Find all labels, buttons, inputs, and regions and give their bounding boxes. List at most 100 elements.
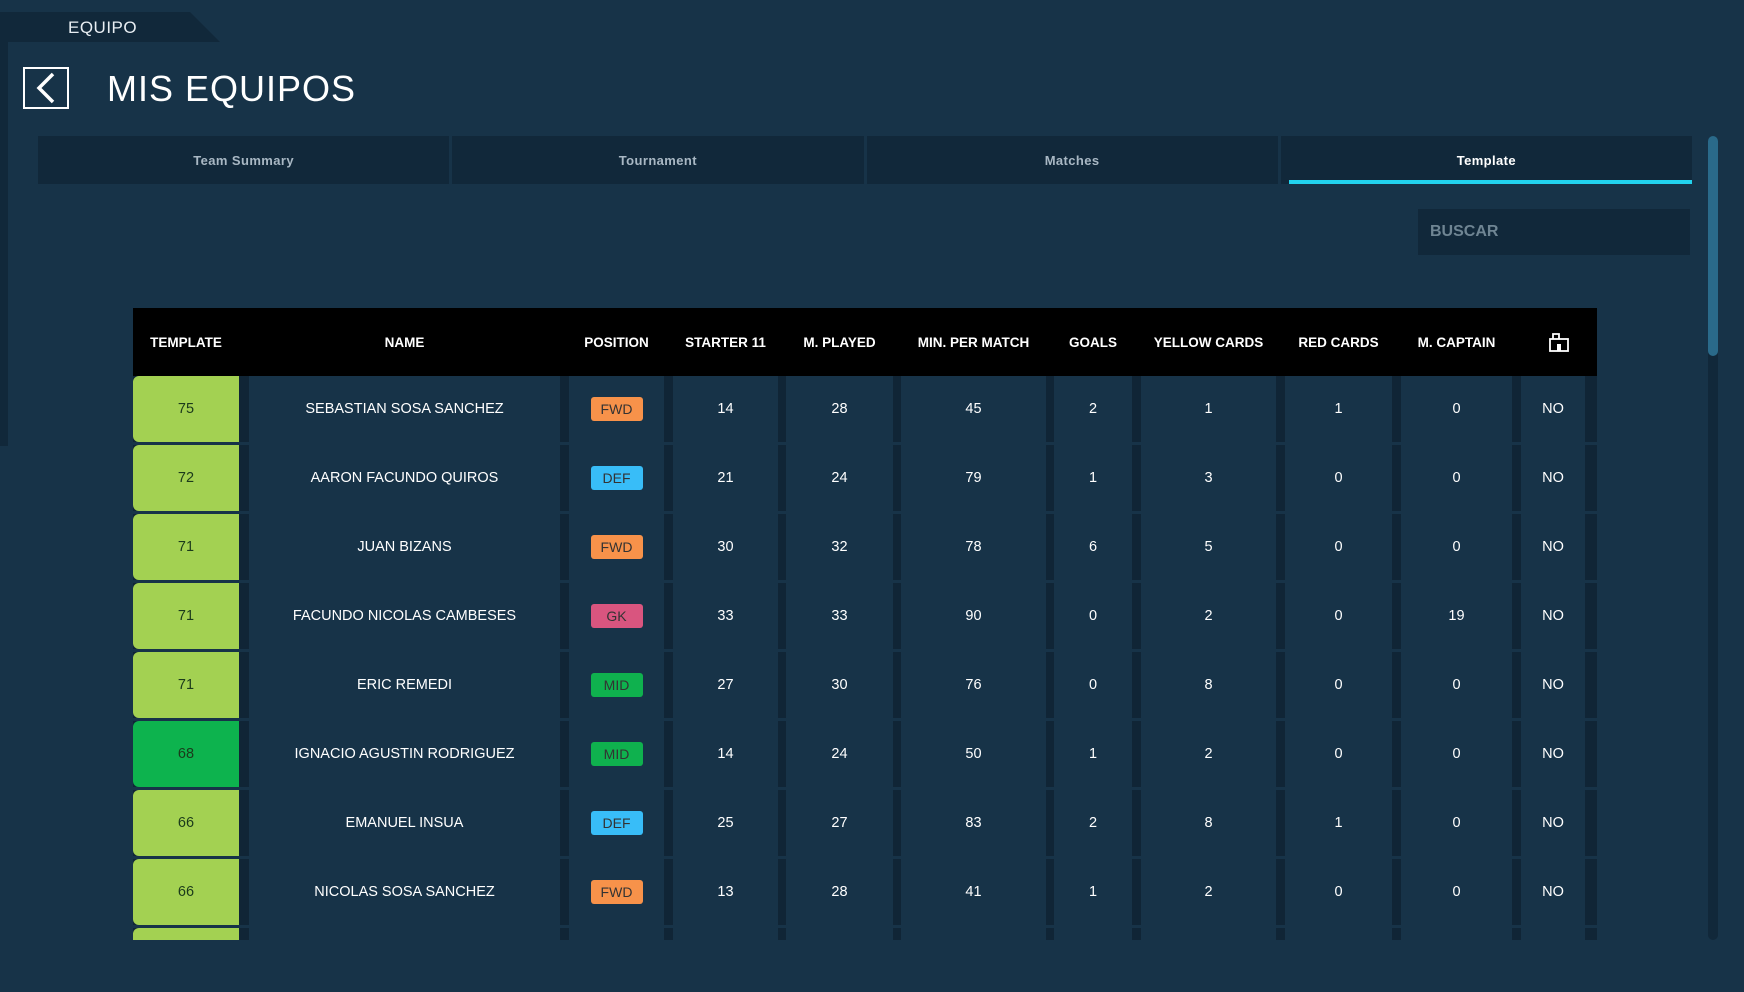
table-row[interactable]: 72 AARON FACUNDO QUIROS DEF 21 24 79 1 3 0 0 NO <box>133 445 1597 511</box>
cell-goals: 2 <box>1054 376 1132 442</box>
cell-last: NO <box>1521 652 1585 718</box>
cell-name: SEBASTIAN SOSA SANCHEZ <box>249 376 560 442</box>
cell-template: 71 <box>133 514 239 580</box>
cell-min-per-match: 76 <box>901 652 1046 718</box>
tab-team-summary[interactable]: Team Summary <box>38 136 450 184</box>
cell-name: EMANUEL INSUA <box>249 790 560 856</box>
cell-red-cards: 0 <box>1285 583 1392 649</box>
header-goals[interactable]: GOALS <box>1068 334 1117 350</box>
cell-match-captain: 19 <box>1401 583 1512 649</box>
search-input[interactable] <box>1418 209 1690 255</box>
section-label: EQUIPO <box>68 18 138 37</box>
cell-min-per-match <box>901 928 1046 940</box>
cell-name: IGNACIO AGUSTIN RODRIGUEZ <box>249 721 560 787</box>
cell-match-captain: 0 <box>1401 721 1512 787</box>
cell-goals: 1 <box>1054 721 1132 787</box>
scrollbar-thumb[interactable] <box>1708 136 1718 356</box>
position-badge: FWD <box>590 535 643 559</box>
cell-name: AARON FACUNDO QUIROS <box>249 445 560 511</box>
cell-min-per-match: 83 <box>901 790 1046 856</box>
table-row[interactable]: 66 EMANUEL INSUA DEF 25 27 83 2 8 1 0 NO <box>133 790 1597 856</box>
cell-last <box>1521 928 1585 940</box>
cell-template: 72 <box>133 445 239 511</box>
cell-min-per-match: 45 <box>901 376 1046 442</box>
cell-match-captain: 0 <box>1401 445 1512 511</box>
cell-red-cards: 0 <box>1285 859 1392 925</box>
cell-min-per-match: 41 <box>901 859 1046 925</box>
cell-template: 75 <box>133 376 239 442</box>
position-badge: DEF <box>590 466 643 490</box>
table-row[interactable] <box>133 928 1597 940</box>
header-red-cards[interactable]: RED CARDS <box>1298 334 1379 350</box>
header-matches-played[interactable]: M. PLAYED <box>803 334 876 350</box>
table-row[interactable]: 66 NICOLAS SOSA SANCHEZ FWD 13 28 41 1 2 0 0 NO <box>133 859 1597 925</box>
table-row[interactable]: 71 JUAN BIZANS FWD 30 32 78 6 5 0 0 NO <box>133 514 1597 580</box>
cell-last: NO <box>1521 583 1585 649</box>
left-rail <box>0 42 8 446</box>
cell-position: FWD <box>569 376 664 442</box>
table-row[interactable]: 71 FACUNDO NICOLAS CAMBESES GK 33 33 90 0 2 0 19 N… <box>133 583 1597 649</box>
cell-red-cards: 0 <box>1285 721 1392 787</box>
header-match-captain[interactable]: M. CAPTAIN <box>1417 334 1496 350</box>
cell-last: NO <box>1521 721 1585 787</box>
header-name[interactable]: NAME <box>384 334 425 350</box>
cell-goals: 0 <box>1054 583 1132 649</box>
cell-matches-played: 27 <box>786 790 893 856</box>
scrollbar[interactable] <box>1708 136 1718 940</box>
back-button[interactable] <box>23 67 69 109</box>
header-template[interactable]: TEMPLATE <box>150 334 222 350</box>
cell-red-cards: 1 <box>1285 376 1392 442</box>
cell-yellow-cards: 1 <box>1141 376 1276 442</box>
cell-template: 71 <box>133 583 239 649</box>
position-badge: MID <box>590 742 643 766</box>
cell-starter-11: 14 <box>673 721 778 787</box>
cell-matches-played: 24 <box>786 445 893 511</box>
cell-match-captain <box>1401 928 1512 940</box>
cell-position <box>569 928 664 940</box>
cell-starter-11: 21 <box>673 445 778 511</box>
tab-template[interactable]: Template <box>1280 136 1693 184</box>
table-row[interactable]: 75 SEBASTIAN SOSA SANCHEZ FWD 14 28 45 2 1 1 0 NO <box>133 376 1597 442</box>
cell-last: NO <box>1521 514 1585 580</box>
position-badge: FWD <box>590 397 643 421</box>
tab-bar: Team Summary Tournament Matches Template <box>38 136 1693 184</box>
position-badge: MID <box>590 673 643 697</box>
cell-red-cards <box>1285 928 1392 940</box>
cell-last: NO <box>1521 859 1585 925</box>
cell-starter-11: 14 <box>673 376 778 442</box>
cell-starter-11: 13 <box>673 859 778 925</box>
header-position[interactable]: POSITION <box>584 334 649 350</box>
cell-last: NO <box>1521 790 1585 856</box>
cell-match-captain: 0 <box>1401 514 1512 580</box>
cell-goals: 0 <box>1054 652 1132 718</box>
cell-yellow-cards: 2 <box>1141 859 1276 925</box>
cell-min-per-match: 90 <box>901 583 1046 649</box>
cell-starter-11: 25 <box>673 790 778 856</box>
tab-matches[interactable]: Matches <box>866 136 1278 184</box>
cell-yellow-cards: 2 <box>1141 721 1276 787</box>
position-badge: FWD <box>590 880 643 904</box>
cell-matches-played: 28 <box>786 859 893 925</box>
cell-red-cards: 0 <box>1285 514 1392 580</box>
cell-position: FWD <box>569 859 664 925</box>
cell-starter-11 <box>673 928 778 940</box>
cell-goals: 1 <box>1054 445 1132 511</box>
header-stadium[interactable] <box>1521 308 1597 376</box>
cell-position: DEF <box>569 790 664 856</box>
cell-yellow-cards: 5 <box>1141 514 1276 580</box>
cell-position: MID <box>569 652 664 718</box>
header-yellow-cards[interactable]: YELLOW CARDS <box>1153 334 1264 350</box>
tab-tournament[interactable]: Tournament <box>452 136 864 184</box>
header-min-per-match[interactable]: MIN. PER MATCH <box>917 334 1030 350</box>
cell-yellow-cards: 3 <box>1141 445 1276 511</box>
table-row[interactable]: 71 ERIC REMEDI MID 27 30 76 0 8 0 0 NO <box>133 652 1597 718</box>
cell-red-cards: 1 <box>1285 790 1392 856</box>
cell-template: 71 <box>133 652 239 718</box>
cell-match-captain: 0 <box>1401 376 1512 442</box>
cell-matches-played: 30 <box>786 652 893 718</box>
cell-min-per-match: 78 <box>901 514 1046 580</box>
table-row[interactable]: 68 IGNACIO AGUSTIN RODRIGUEZ MID 14 24 50 1 2 0 0… <box>133 721 1597 787</box>
header-starter-11[interactable]: STARTER 11 <box>685 334 766 350</box>
cell-template: 68 <box>133 721 239 787</box>
chevron-left-icon <box>36 72 55 104</box>
